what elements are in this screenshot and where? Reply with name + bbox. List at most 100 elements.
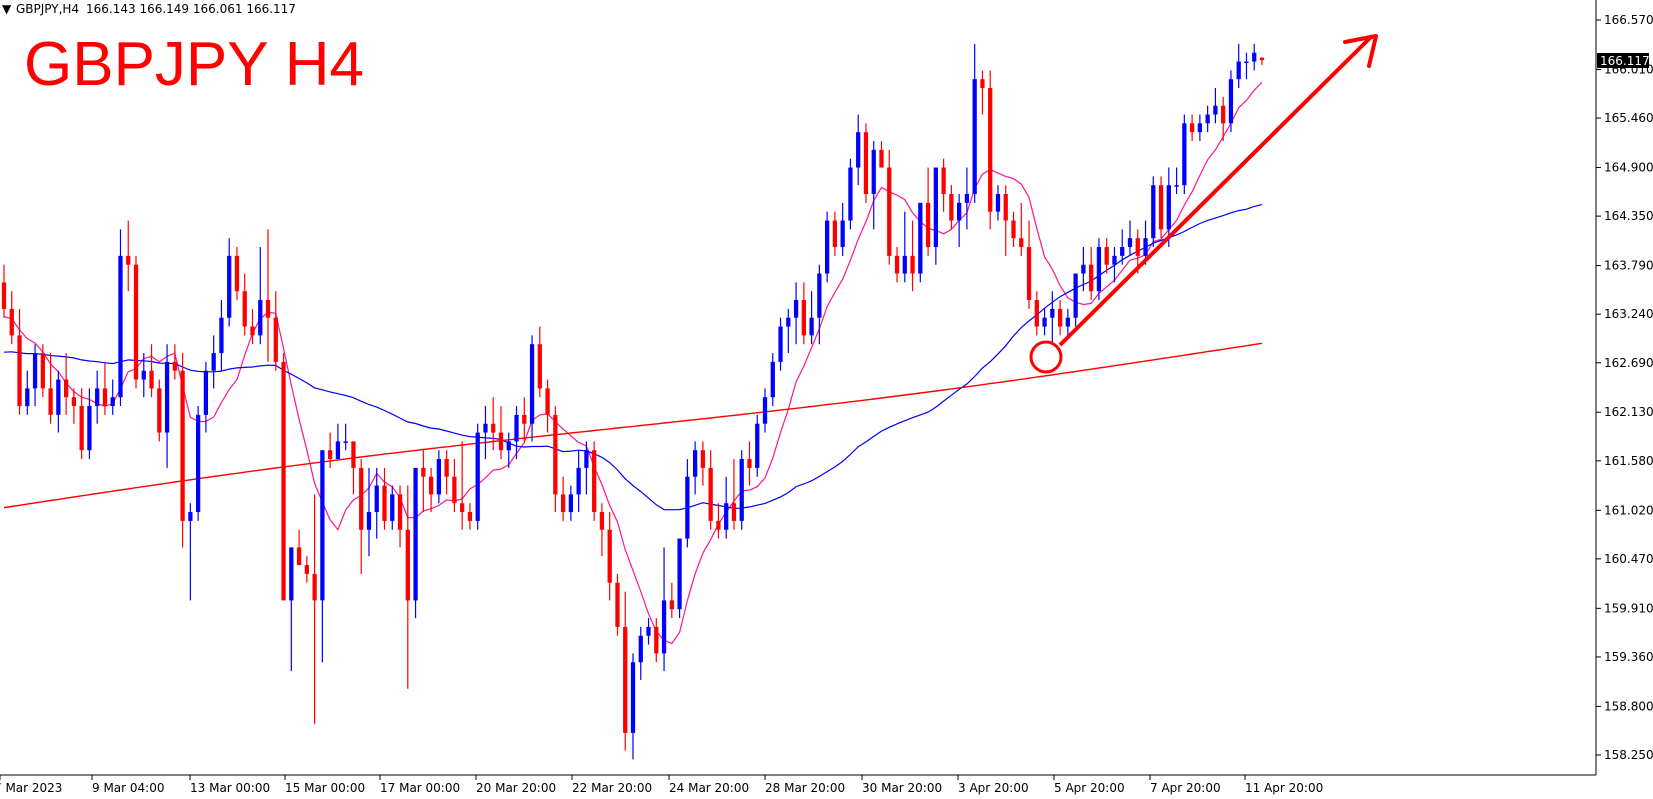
bear-candle-body: [879, 149, 884, 168]
bull-candle-body: [514, 414, 519, 442]
bear-candle-body: [1089, 264, 1094, 292]
bull-candle-body: [724, 503, 729, 530]
bear-candle-body: [250, 326, 255, 336]
bull-candle-body: [1244, 61, 1249, 64]
bear-candle-body: [716, 520, 721, 530]
bear-candle-body: [71, 397, 77, 407]
bear-candle-body: [265, 300, 271, 318]
bull-candle-body: [840, 220, 845, 248]
bull-candle-body: [1096, 247, 1102, 292]
x-tick-label: 3 Apr 20:00: [958, 781, 1029, 795]
bear-candle-body: [1158, 185, 1164, 230]
bear-candle-body: [988, 88, 993, 212]
ma-fast-line: [3, 81, 1263, 645]
y-tick-label: 160.470: [1604, 552, 1653, 566]
bear-candle-body: [428, 476, 434, 495]
y-tick-label: 161.020: [1604, 503, 1653, 517]
bull-candle-body: [677, 538, 682, 610]
x-tick-label: 17 Mar 00:00: [380, 781, 460, 795]
x-tick-label: 9 Mar 04:00: [92, 781, 165, 795]
bear-candle-body: [304, 565, 309, 574]
bear-candle-body: [1011, 220, 1016, 239]
bull-candle-body: [227, 255, 232, 318]
bull-candle-body: [739, 459, 744, 521]
bull-candle-body: [258, 300, 263, 336]
x-tick-label: 7 Mar 2023: [0, 781, 62, 795]
trend-arrow-head: [1343, 34, 1378, 68]
bear-candle-body: [359, 467, 364, 530]
bull-candle-body: [1174, 185, 1179, 187]
bear-candle-body: [149, 370, 154, 389]
bull-candle-body: [1252, 52, 1257, 62]
bull-candle-body: [902, 255, 907, 274]
bull-candle-body: [630, 662, 636, 733]
bear-candle-body: [498, 432, 504, 451]
bull-candle-body: [995, 194, 1001, 212]
current-price-tag: [1597, 53, 1649, 68]
bear-candle-body: [747, 459, 752, 468]
bear-candle-body: [172, 361, 177, 371]
bear-candle-body: [63, 379, 69, 398]
y-tick-label: 162.690: [1604, 356, 1653, 370]
bear-candle-body: [273, 317, 278, 362]
bull-candle-body: [196, 414, 201, 513]
bear-candle-body: [157, 388, 162, 433]
bear-candle-body: [460, 503, 465, 513]
bull-candle-body: [529, 344, 535, 424]
bull-candle-body: [933, 167, 938, 248]
bull-candle-body: [825, 220, 830, 274]
y-tick-label: 162.130: [1604, 405, 1653, 419]
y-tick-label: 159.910: [1604, 601, 1653, 615]
bull-candle-body: [972, 79, 977, 195]
y-tick-label: 158.800: [1604, 699, 1653, 713]
ohlc-readout: 166.143 166.149 166.061 166.117: [86, 2, 296, 16]
bear-candle-body: [234, 255, 240, 292]
bear-candle-body: [623, 626, 628, 733]
bull-candle-body: [141, 370, 146, 380]
x-tick-label: 15 Mar 00:00: [285, 781, 365, 795]
bull-candle-body: [95, 388, 100, 407]
bear-candle-body: [1259, 57, 1265, 61]
bear-candle-body: [180, 370, 185, 521]
bull-candle-body: [390, 494, 395, 521]
support-circle-marker: [1029, 340, 1063, 374]
bear-candle-body: [102, 388, 108, 407]
bear-candle-body: [669, 600, 674, 610]
annotation: [1029, 34, 1378, 374]
y-tick-label: 164.900: [1604, 161, 1653, 175]
bull-candle-body: [56, 379, 61, 415]
chart-menu-arrow[interactable]: ▼: [2, 2, 12, 16]
bull-candle-body: [1127, 238, 1133, 248]
bear-candle-body: [731, 503, 737, 521]
bull-candle-body: [661, 600, 667, 654]
time-axis: 7 Mar 2023 9 Mar 04:00 13 Mar 00:00 15 Mar …: [0, 775, 1323, 795]
x-tick-label: 22 Mar 20:00: [572, 781, 652, 795]
x-tick-label: 24 Mar 20:00: [669, 781, 749, 795]
bull-candle-body: [25, 388, 30, 407]
bear-candle-body: [281, 361, 286, 601]
bull-candle-body: [289, 547, 294, 601]
bear-candle-body: [296, 547, 302, 566]
bull-candle-body: [475, 432, 480, 521]
bear-candle-body: [1135, 238, 1140, 256]
bull-candle-body: [1205, 114, 1210, 124]
bull-candle-body: [1182, 123, 1187, 186]
x-tick-label: 11 Apr 20:00: [1245, 781, 1323, 795]
bear-candle-body: [560, 494, 566, 513]
x-tick-label: 13 Mar 00:00: [190, 781, 270, 795]
x-tick-label: 20 Mar 20:00: [476, 781, 556, 795]
bull-candle-body: [32, 353, 38, 389]
moving-averages: [3, 81, 1263, 645]
bull-candle-body: [164, 361, 170, 433]
bear-candle-body: [79, 406, 84, 451]
bull-candle-body: [87, 406, 92, 451]
bear-candle-body: [887, 167, 892, 256]
overlay-title: GBPJPY H4: [24, 30, 364, 99]
bull-candle-body: [203, 370, 209, 415]
bull-candle-body: [335, 441, 341, 460]
bear-candle-body: [545, 388, 550, 415]
bear-candle-body: [444, 459, 449, 477]
bear-candle-body: [1019, 238, 1024, 248]
bull-candle-body: [1213, 105, 1218, 115]
bull-candle-body: [1166, 185, 1171, 230]
